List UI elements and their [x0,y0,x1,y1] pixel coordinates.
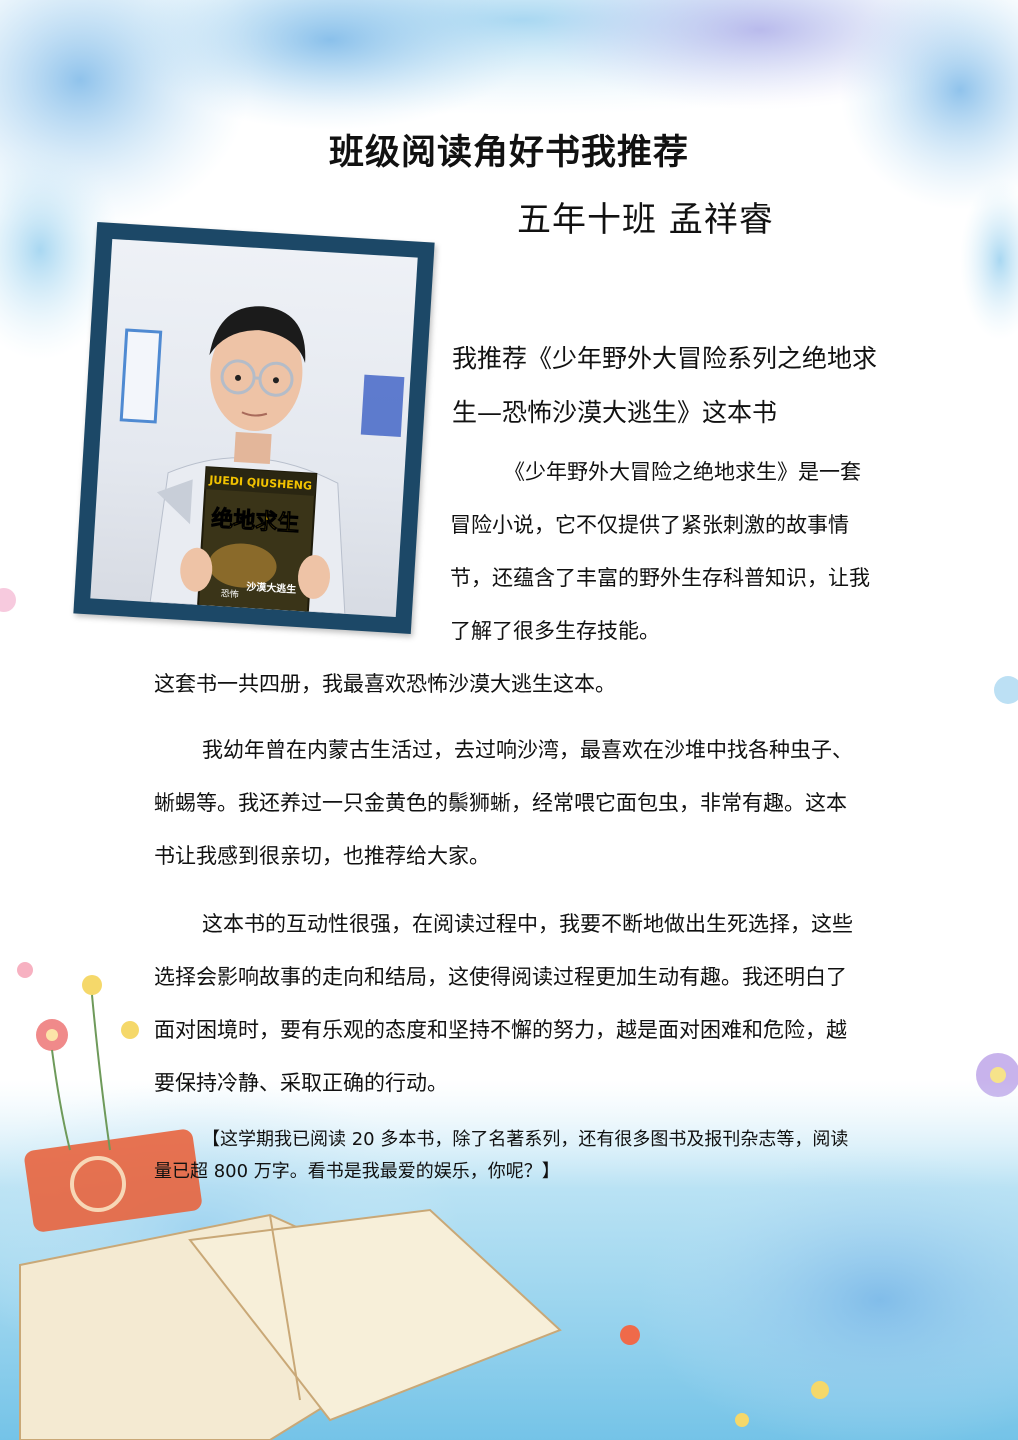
page-title: 班级阅读角好书我推荐 [328,133,689,173]
book-subtitle: 沙漠大逃生 [246,580,297,596]
student-photo-frame: JUEDI QIUSHENG 绝地求生 恐怖 沙漠大逃生 [73,222,435,634]
recommend-statement: 我推荐《少年野外大冒险系列之绝地求生—恐怖沙漠大逃生》这本书 [452,344,878,427]
paragraph-1-part-a: 《少年野外大冒险之绝地求生》是一套冒险小说，它不仅提供了紧张刺激的故事情节，还蕴… [450,460,870,643]
book-english-title: JUEDI QIUSHENG [208,473,312,492]
book-tag: 恐怖 [220,587,239,600]
bottom-book-scene [0,962,1018,1440]
book-chinese-title: 绝地求生 [211,506,300,537]
reading-note: 【这学期我已阅读 20 多本书，除了名著系列，还有很多图书及报刊杂志等，阅读量已… [154,1129,849,1182]
book-cover: JUEDI QIUSHENG 绝地求生 恐怖 沙漠大逃生 [196,466,318,618]
student-photo: JUEDI QIUSHENG 绝地求生 恐怖 沙漠大逃生 [90,238,418,618]
paragraph-2: 我幼年曾在内蒙古生活过，去过响沙湾，最喜欢在沙堆中找各种虫子、蜥蜴等。我还养过一… [154,738,853,868]
paragraph-1-part-b: 这套书一共四册，我最喜欢恐怖沙漠大逃生这本。 [154,672,616,696]
author-line: 五年十班 孟祥睿 [517,200,774,240]
student-photo-illustration: JUEDI QIUSHENG 绝地求生 恐怖 沙漠大逃生 [119,306,405,618]
top-foliage-decoration [0,0,1018,360]
paragraph-3: 这本书的互动性很强，在阅读过程中，我要不断地做出生死选择，这些选择会影响故事的走… [154,912,853,1095]
